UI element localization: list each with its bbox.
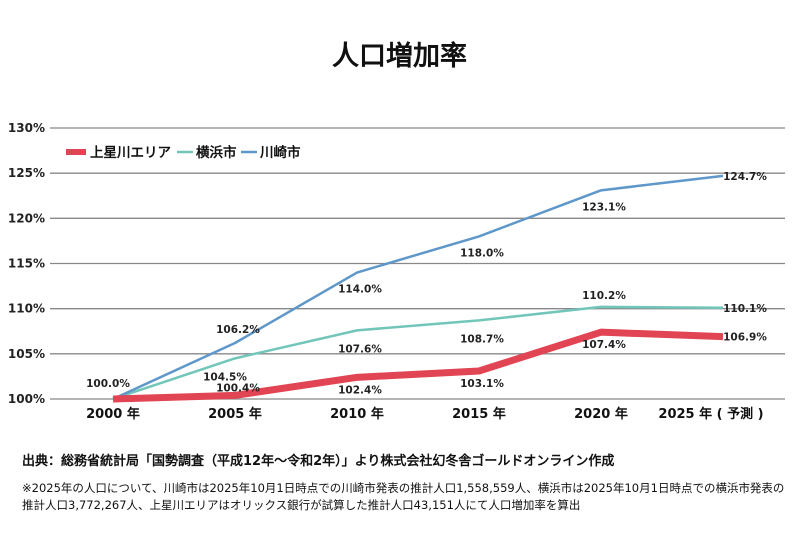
y-tick-label: 125% [8, 166, 45, 180]
series-line-2 [112, 174, 724, 401]
data-label: 106.9% [723, 332, 767, 344]
x-tick-label: 2010 年 [330, 406, 384, 422]
data-label: 107.6% [338, 343, 382, 355]
y-tick-label: 130% [8, 121, 45, 135]
series-line-0 [112, 328, 724, 403]
y-tick-label: 120% [8, 211, 45, 225]
data-label: 103.1% [460, 378, 504, 390]
x-tick-label: 2005 年 [208, 406, 262, 422]
data-label: 124.7% [723, 171, 767, 183]
x-tick-label: 2020 年 [574, 406, 628, 422]
data-label: 110.1% [723, 303, 767, 315]
footnote-text: ※2025年の人口について、川崎市は2025年10月1日時点での川崎市発表の推計… [22, 481, 785, 512]
data-label: 107.4% [582, 339, 626, 351]
data-label: 114.0% [338, 284, 382, 296]
y-tick-label: 115% [8, 257, 45, 271]
data-label: 123.1% [582, 201, 626, 213]
data-label: 102.4% [338, 384, 382, 396]
legend-label: 川崎市 [259, 144, 301, 161]
data-label: 108.7% [460, 333, 504, 345]
chart-title: 人口増加率 [332, 41, 467, 72]
y-tick-label: 100% [8, 392, 45, 406]
data-label: 104.5% [203, 371, 247, 383]
legend-label: 上星川エリア [90, 145, 171, 161]
data-label: 100.0% [86, 378, 130, 390]
y-tick-label: 110% [8, 302, 45, 316]
data-label: 106.2% [216, 324, 260, 336]
data-label: 118.0% [460, 247, 504, 259]
y-tick-label: 105% [8, 347, 45, 361]
series-line-1 [112, 305, 724, 401]
data-label: 110.2% [582, 290, 626, 302]
legend-label: 横浜市 [196, 144, 237, 161]
data-label: 100.4% [216, 382, 260, 394]
x-tick-label: 2000 年 [86, 406, 140, 422]
line-chart: 100% 105% 110% 115% 120% 125% 130% 2000 年 2005 年… [8, 121, 785, 422]
x-tick-label: 2025 年 ( 予測 ) [658, 406, 763, 422]
x-tick-label: 2015 年 [452, 406, 506, 422]
source-text: 出典：総務省統計局「国勢調査（平成12年〜令和2年）」より株式会社幻冬舎ゴールド… [22, 454, 615, 469]
